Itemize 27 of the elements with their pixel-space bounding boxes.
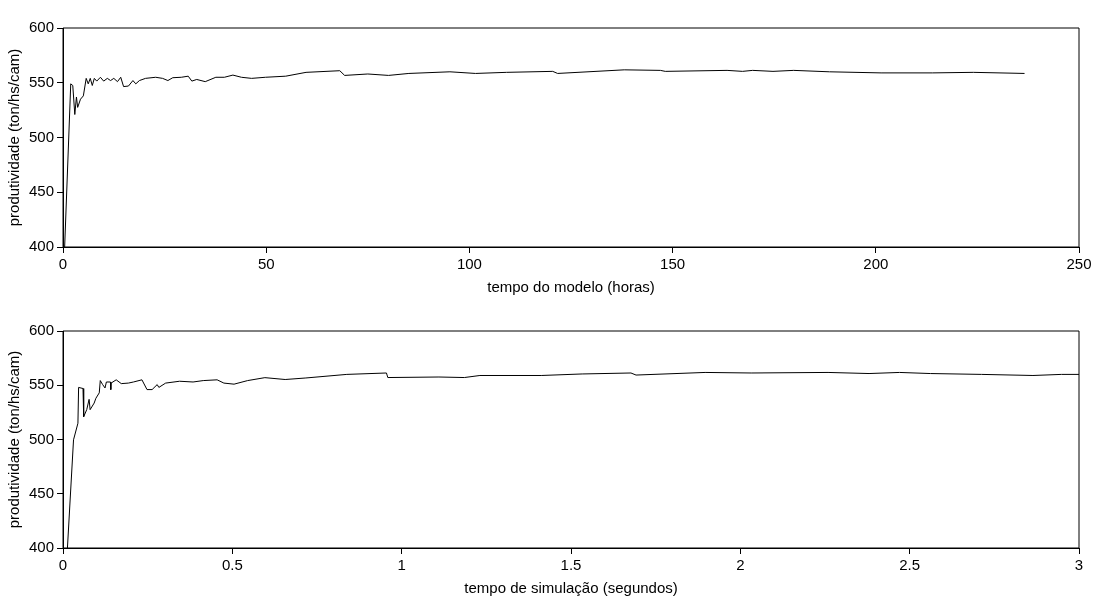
x-tick-label: 1.5 [560,556,582,574]
x-tick-label: 200 [863,255,889,273]
y-tick-label: 400 [29,538,55,556]
x-tick-label: 50 [257,255,275,273]
x-tick-label: 3 [1074,556,1084,574]
y-tick-label: 600 [29,18,55,36]
x-tick-label: 0 [58,255,68,273]
x-tick-label: 0 [58,556,68,574]
x-tick-label: 150 [660,255,686,273]
y-axis-title: produtividade (ton/hs/cam) [5,48,23,227]
x-tick-label: 250 [1066,255,1092,273]
y-tick-label: 450 [29,483,55,501]
y-tick-label: 500 [29,429,55,447]
y-tick-label: 550 [29,375,55,393]
x-axis-title: tempo do modelo (horas) [487,278,655,296]
y-tick-label: 400 [29,237,55,255]
x-tick-label: 1 [397,556,406,574]
y-axis-title: produtividade (ton/hs/cam) [5,350,23,529]
x-tick-label: 0.5 [221,556,243,574]
x-tick-label: 100 [456,255,482,273]
x-tick-label: 2.5 [899,556,921,574]
x-axis-title: tempo de simulação (segundos) [464,579,678,597]
y-tick-label: 450 [29,182,55,200]
y-tick-label: 500 [29,127,55,145]
y-tick-label: 600 [29,321,55,339]
x-tick-label: 2 [736,556,745,574]
y-tick-label: 550 [29,72,55,90]
